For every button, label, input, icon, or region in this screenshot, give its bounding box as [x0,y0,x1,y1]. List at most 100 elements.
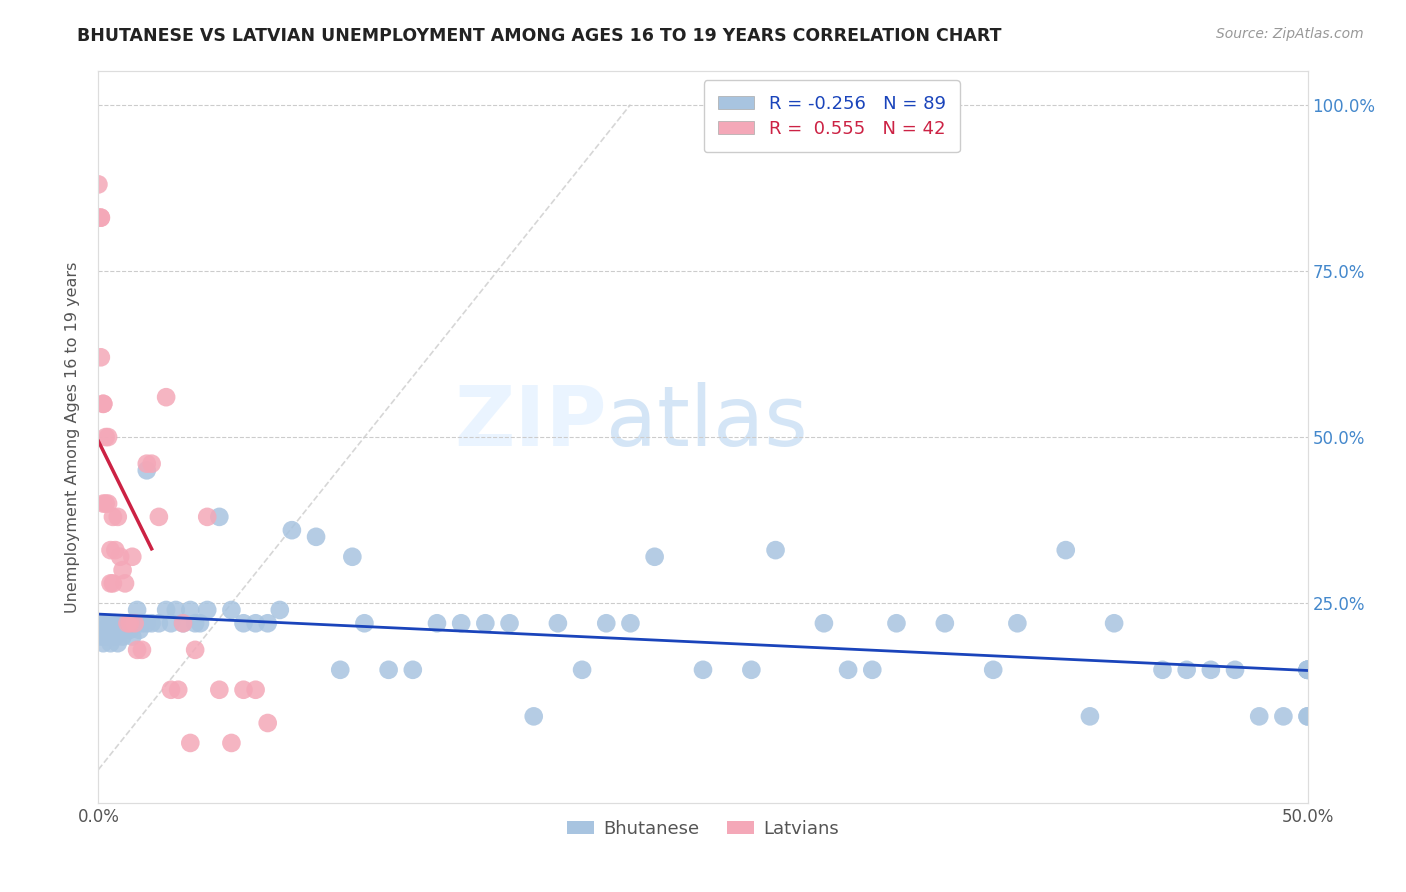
Point [114,623,136,637]
Point [90,630,112,644]
Point [860,663,883,677]
Point [1296,663,1319,677]
Point [155,390,177,404]
Point [619,616,641,631]
Text: ZIP: ZIP [454,382,606,463]
Point [256,616,278,631]
Point [101,509,124,524]
Point [94,630,117,644]
Point [208,509,231,524]
Point [245,682,267,697]
Point [1296,663,1319,677]
Point [172,616,194,631]
Text: Source: ZipAtlas.com: Source: ZipAtlas.com [1216,27,1364,41]
Point [135,616,157,631]
Point [305,530,328,544]
Point [97,497,120,511]
Point [108,623,131,637]
Point [100,543,122,558]
Point [221,603,243,617]
Point [245,616,267,631]
Point [160,616,183,631]
Point [94,430,117,444]
Point [131,643,153,657]
Point [127,643,149,657]
Point [195,603,218,617]
Point [172,616,194,631]
Point [1054,543,1077,558]
Point [184,643,207,657]
Point [692,663,714,677]
Point [148,616,170,631]
Point [179,736,201,750]
Point [124,616,146,631]
Point [97,623,120,637]
Point [128,623,150,637]
Point [90,211,112,225]
Point [232,616,254,631]
Point [160,682,183,697]
Point [91,497,114,511]
Point [100,616,122,631]
Point [498,616,520,631]
Point [474,616,496,631]
Point [90,211,112,225]
Point [117,616,139,631]
Point [208,682,231,697]
Point [426,616,449,631]
Point [118,623,141,637]
Point [141,616,163,631]
Point [377,663,399,677]
Point [195,509,218,524]
Point [1296,709,1319,723]
Point [135,457,157,471]
Point [155,603,177,617]
Point [1152,663,1174,677]
Point [117,616,139,631]
Point [184,616,207,631]
Point [165,603,187,617]
Point [91,623,114,637]
Point [91,397,114,411]
Point [523,709,546,723]
Point [90,351,112,365]
Point [107,636,129,650]
Point [118,616,141,631]
Point [450,616,472,631]
Point [740,663,762,677]
Point [108,616,131,631]
Point [886,616,908,631]
Point [595,616,617,631]
Point [101,623,124,637]
Point [94,497,117,511]
Point [1249,709,1271,723]
Point [97,430,120,444]
Point [1102,616,1125,631]
Point [104,630,127,644]
Point [353,616,375,631]
Y-axis label: Unemployment Among Ages 16 to 19 years: Unemployment Among Ages 16 to 19 years [65,261,80,613]
Point [281,523,304,537]
Point [547,616,569,631]
Point [644,549,666,564]
Point [101,630,124,644]
Text: atlas: atlas [606,382,808,463]
Point [121,630,143,644]
Point [91,636,114,650]
Point [1078,709,1101,723]
Point [221,736,243,750]
Point [111,616,134,631]
Point [813,616,835,631]
Point [232,682,254,697]
Point [121,549,143,564]
Point [107,623,129,637]
Point [571,663,593,677]
Point [188,616,211,631]
Point [127,603,149,617]
Point [108,549,131,564]
Point [131,616,153,631]
Point [1223,663,1246,677]
Point [1296,663,1319,677]
Point [100,576,122,591]
Point [1296,663,1319,677]
